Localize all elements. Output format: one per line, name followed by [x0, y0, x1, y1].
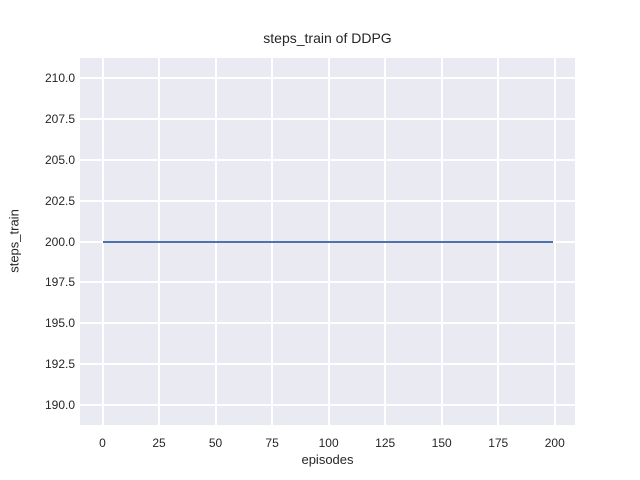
- x-tick-label: 0: [99, 436, 106, 450]
- y-tick-label: 205.0: [44, 152, 75, 167]
- chart-title: steps_train of DDPG: [263, 30, 392, 46]
- x-axis-label: episodes: [301, 452, 354, 467]
- x-tick-label: 50: [208, 436, 223, 450]
- plot-area: [80, 58, 575, 425]
- horizontal-gridline: [80, 117, 575, 120]
- horizontal-gridline: [80, 404, 575, 407]
- x-tick-label: 175: [488, 436, 509, 450]
- y-axis-label: steps_train: [6, 209, 22, 273]
- horizontal-gridline: [80, 281, 575, 284]
- horizontal-gridline: [80, 158, 575, 161]
- x-tick-label: 75: [265, 436, 279, 450]
- y-tick-label: 202.5: [44, 193, 75, 208]
- y-tick-label: 190.0: [44, 398, 75, 413]
- y-tick-label: 210.0: [44, 70, 75, 85]
- y-tick-label: 207.5: [44, 111, 75, 126]
- x-tick-label: 100: [318, 436, 339, 450]
- horizontal-gridline: [80, 322, 575, 325]
- x-tick-label: 150: [431, 436, 452, 450]
- horizontal-gridline: [80, 363, 575, 366]
- x-tick-label: 125: [375, 436, 396, 450]
- horizontal-gridline: [80, 199, 575, 202]
- horizontal-gridline: [80, 76, 575, 79]
- y-tick-label: 197.5: [44, 275, 75, 290]
- y-tick-label: 195.0: [44, 316, 75, 331]
- y-tick-label: 200.0: [44, 234, 75, 249]
- y-tick-label: 192.5: [44, 357, 75, 372]
- x-tick-label: 25: [152, 436, 166, 450]
- data-line-steps_train: [102, 240, 553, 243]
- vertical-gridline: [553, 58, 556, 425]
- x-tick-label: 200: [544, 436, 565, 450]
